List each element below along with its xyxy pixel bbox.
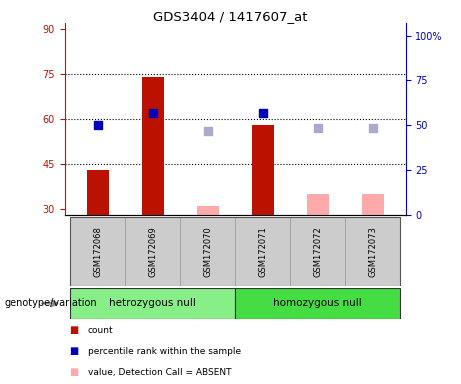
Text: GSM172070: GSM172070	[203, 226, 212, 277]
Bar	[307, 194, 329, 215]
Text: percentile rank within the sample: percentile rank within the sample	[88, 347, 241, 356]
Point	[204, 128, 211, 134]
Bar	[252, 125, 274, 215]
Text: genotype/variation: genotype/variation	[5, 298, 97, 308]
Bar	[290, 217, 345, 286]
Text: GSM172068: GSM172068	[93, 226, 102, 277]
Bar	[180, 217, 235, 286]
Point	[259, 110, 266, 116]
Bar	[196, 206, 219, 215]
Bar	[70, 288, 235, 319]
Text: GDS3404 / 1417607_at: GDS3404 / 1417607_at	[153, 10, 308, 23]
Text: homozygous null: homozygous null	[273, 298, 362, 308]
Bar	[235, 288, 400, 319]
Text: GSM172072: GSM172072	[313, 226, 322, 277]
Text: value, Detection Call = ABSENT: value, Detection Call = ABSENT	[88, 368, 231, 377]
Bar	[70, 217, 125, 286]
Text: GSM172071: GSM172071	[258, 226, 267, 277]
Bar	[87, 170, 108, 215]
Point	[149, 110, 156, 116]
Text: ■: ■	[69, 325, 78, 335]
Bar	[362, 194, 384, 215]
Text: GSM172069: GSM172069	[148, 226, 157, 277]
Bar	[345, 217, 400, 286]
Point	[314, 125, 321, 131]
Text: ■: ■	[69, 367, 78, 377]
Text: count: count	[88, 326, 113, 335]
Text: ■: ■	[69, 346, 78, 356]
Point	[94, 122, 101, 128]
Bar	[235, 217, 290, 286]
Bar	[125, 217, 180, 286]
Bar	[142, 77, 164, 215]
Text: GSM172073: GSM172073	[368, 226, 377, 277]
Point	[369, 125, 376, 131]
Text: hetrozygous null: hetrozygous null	[109, 298, 196, 308]
